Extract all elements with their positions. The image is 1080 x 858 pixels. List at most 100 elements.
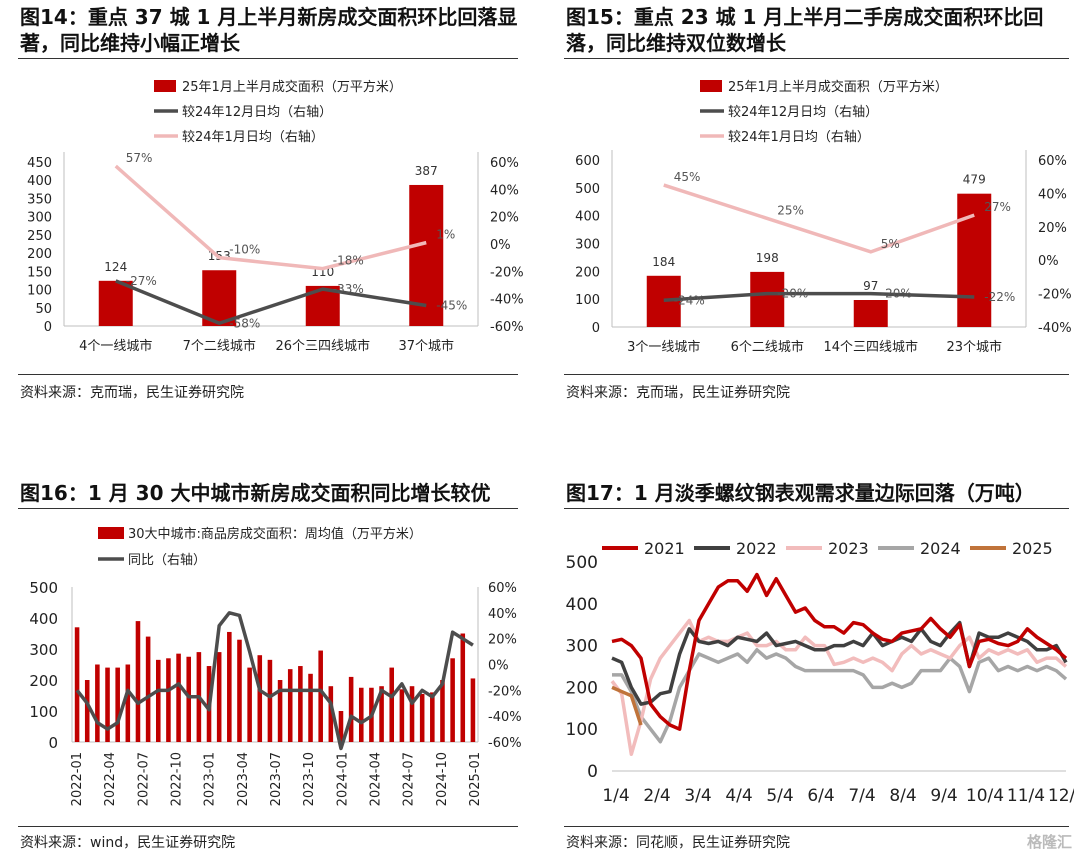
title-line: 图16：1 月 30 大中城市新房成交面积同比增长较优: [20, 481, 491, 505]
x-tick-label: 2022-01: [70, 752, 85, 806]
bar-value-label: 479: [963, 173, 986, 187]
y2-tick-label: 60%: [1038, 154, 1067, 169]
y2-tick-label: 40%: [490, 183, 519, 198]
bar: [460, 633, 466, 742]
series-line: [114, 164, 427, 271]
legend-label: 2022: [736, 539, 777, 558]
y-tick-label: 400: [27, 174, 52, 189]
bar: [166, 658, 171, 742]
line-value-label: -10%: [229, 243, 260, 257]
bar-value-label: 184: [652, 255, 675, 269]
bar: [318, 650, 323, 742]
line-value-label: -20%: [777, 287, 808, 301]
y2-tick-label: 40%: [488, 607, 517, 622]
legend-swatch: [700, 80, 722, 92]
y2-tick-label: -20%: [490, 265, 524, 280]
y-tick-label: 400: [29, 610, 58, 628]
series-line-2021: [611, 572, 1068, 731]
line-value-label: 5%: [881, 237, 900, 251]
x-tick-label: 2024-04: [369, 752, 384, 806]
y2-tick-label: 40%: [1038, 187, 1067, 202]
y2-tick-label: 20%: [490, 211, 519, 226]
line-value-label: -18%: [333, 254, 364, 268]
line-value-label: 1%: [436, 228, 455, 242]
bar-value-label: 124: [104, 260, 127, 274]
line-value-label: -20%: [881, 287, 912, 301]
x-tick-label: 2023-10: [302, 752, 317, 806]
bar: [470, 678, 476, 742]
bar: [267, 659, 273, 742]
y-tick-label: 500: [566, 553, 598, 573]
bar: [646, 275, 681, 327]
y-tick-label: 0: [587, 762, 598, 782]
bar: [105, 667, 110, 742]
bar: [145, 636, 151, 742]
bar: [84, 680, 90, 742]
x-tick-label: 2023-04: [236, 752, 251, 806]
y-tick-label: 300: [27, 211, 52, 226]
y-tick-label: 300: [566, 637, 598, 657]
bar: [430, 692, 435, 742]
legend-label: 2021: [644, 539, 685, 558]
source-rule: [564, 826, 1069, 827]
legend-label: 25年1月上半月成交面积（万平方米）: [182, 79, 402, 95]
line-value-label: -58%: [229, 316, 260, 330]
y2-tick-label: -40%: [1038, 321, 1072, 336]
bar: [298, 666, 303, 742]
title-line: 落，同比维持双位数增长: [566, 31, 786, 55]
x-tick-label: 11/4: [1007, 786, 1045, 806]
legend-label: 2024: [920, 539, 961, 558]
y-tick-label: 200: [566, 678, 598, 698]
bar: [257, 655, 263, 742]
y-tick-label: 50: [35, 302, 52, 317]
x-tick-label: 2022-04: [103, 752, 118, 806]
y-tick-label: 300: [29, 641, 58, 659]
x-tick-label: 5/4: [766, 786, 793, 806]
legend-swatch: [98, 527, 124, 539]
bar: [440, 680, 445, 742]
source-note: 资料来源：克而瑞，民生证券研究院: [566, 385, 790, 401]
series-line: [663, 291, 975, 303]
figure-title: 图14：重点 37 城 1 月上半月新房成交面积环比回落显 著，同比维持小幅正增…: [20, 4, 517, 56]
bar-value-label: 97: [863, 279, 878, 293]
y2-tick-label: 0%: [490, 238, 511, 253]
y-tick-label: 500: [575, 182, 600, 197]
line-value-label: -33%: [333, 282, 364, 296]
x-tick-label: 10/4: [966, 786, 1004, 806]
watermark-logo: 格隆汇: [1026, 833, 1072, 851]
series-line-2023: [610, 618, 1068, 757]
legend-label: 2023: [828, 539, 869, 558]
line-value-label: 25%: [777, 203, 804, 217]
bar: [389, 667, 395, 742]
source-rule: [18, 826, 518, 827]
x-tick-label: 2025-01: [468, 752, 483, 806]
legend-label: 同比（右轴）: [128, 553, 206, 568]
bar: [750, 271, 785, 327]
x-tick-label: 2023-01: [203, 752, 218, 806]
x-category-label: 4个一线城市: [79, 338, 152, 354]
x-category-label: 37个城市: [398, 338, 454, 354]
bar: [227, 631, 232, 742]
legend-label: 较24年1月日均（右轴）: [728, 130, 870, 145]
legend-label: 2025: [1012, 539, 1053, 558]
y2-tick-label: 0%: [1038, 254, 1059, 269]
y-tick-label: 300: [575, 238, 600, 253]
title-line: 图17：1 月淡季螺纹钢表观需求量边际回落（万吨）: [566, 481, 1035, 505]
title-rule: [18, 508, 518, 509]
x-tick-label: 2023-07: [269, 752, 284, 806]
series-line: [663, 183, 975, 254]
title-line: 图15：重点 23 城 1 月上半月二手房成交面积环比回: [566, 5, 1044, 29]
bar: [155, 659, 161, 742]
bar: [853, 300, 888, 327]
title-rule: [18, 58, 518, 59]
x-category-label: 7个二线城市: [183, 338, 256, 354]
y-tick-label: 200: [29, 672, 58, 690]
x-tick-label: 12/4: [1048, 786, 1074, 806]
bar: [419, 693, 425, 742]
chart-2: 25年1月上半月成交面积（万平方米） 较24年12月日均（右轴） 较24年1月日均（…: [575, 79, 1072, 355]
line-value-label: -45%: [436, 299, 467, 313]
bar: [98, 280, 133, 326]
bar-value-label: 198: [756, 251, 779, 265]
y2-tick-label: 60%: [490, 156, 519, 171]
legend-label: 25年1月上半月成交面积（万平方米）: [728, 79, 948, 95]
